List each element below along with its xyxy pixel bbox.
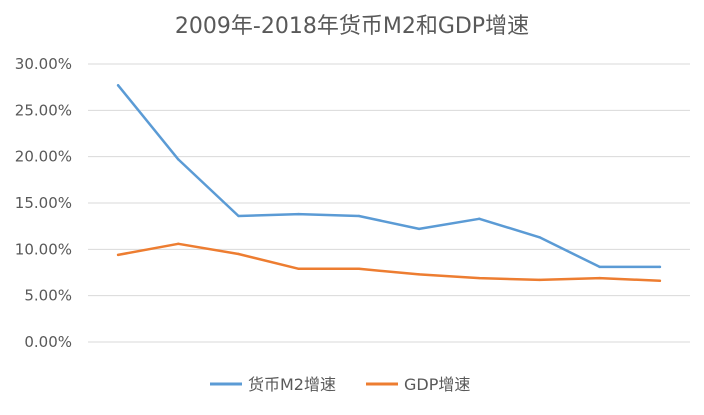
- data-point: [417, 273, 421, 276]
- data-point: [237, 214, 240, 218]
- data-point: [478, 217, 481, 220]
- data-point: [658, 265, 662, 269]
- y-tick-label: 30.00%: [15, 55, 72, 73]
- series-line-gdp: [116, 242, 662, 283]
- data-point: [237, 252, 240, 256]
- gridlines: [88, 63, 690, 343]
- data-point: [357, 214, 361, 218]
- data-point: [177, 158, 180, 161]
- data-point: [417, 227, 421, 231]
- data-point: [357, 267, 361, 270]
- y-tick-label: 5.00%: [24, 287, 72, 305]
- series-line-m2: [116, 84, 662, 269]
- legend-label: GDP增速: [404, 375, 470, 394]
- data-point: [598, 265, 601, 269]
- legend: 货币M2增速 GDP增速: [210, 375, 470, 394]
- y-axis-ticks: 0.00% 5.00% 10.00% 15.00% 20.00% 25.00% 30.00%: [15, 55, 72, 351]
- data-point: [297, 212, 300, 216]
- data-point: [538, 278, 541, 282]
- data-point: [297, 267, 300, 270]
- y-tick-label: 20.00%: [15, 148, 72, 166]
- data-point: [478, 276, 481, 280]
- y-tick-label: 0.00%: [24, 333, 72, 351]
- data-point: [177, 242, 180, 245]
- y-tick-label: 25.00%: [15, 101, 72, 119]
- chart-title: 2009年-2018年货币M2和GDP增速: [175, 14, 529, 39]
- data-point: [116, 84, 120, 87]
- y-tick-label: 10.00%: [15, 240, 72, 258]
- data-point: [598, 276, 601, 280]
- data-point: [658, 279, 662, 283]
- data-point: [538, 236, 541, 239]
- legend-label: 货币M2增速: [248, 375, 336, 394]
- y-tick-label: 15.00%: [15, 194, 72, 212]
- data-point: [116, 253, 120, 257]
- series-lines: [116, 84, 662, 283]
